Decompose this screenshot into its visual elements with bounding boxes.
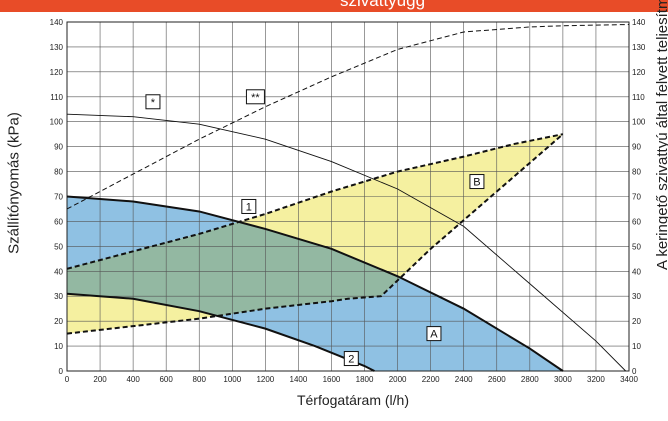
y-tick-label: 110 bbox=[50, 93, 63, 102]
y2-tick-label: 50 bbox=[632, 242, 641, 251]
series-label: A bbox=[430, 329, 438, 341]
x-tick-label: 3000 bbox=[554, 375, 572, 384]
x-tick-label: 2800 bbox=[521, 375, 539, 384]
y2-tick-label: 40 bbox=[632, 267, 641, 276]
title-banner-text: szivattyúgg bbox=[340, 0, 426, 10]
y2-tick-label: 140 bbox=[632, 18, 646, 27]
y2-tick-label: 110 bbox=[632, 93, 645, 102]
x-tick-label: 0 bbox=[65, 375, 70, 384]
series-double-star-line bbox=[66, 23, 630, 210]
region-b-lower-line bbox=[66, 133, 564, 335]
label-box bbox=[145, 94, 161, 110]
x-tick-label: 1400 bbox=[290, 375, 308, 384]
x-tick-label: 3200 bbox=[587, 375, 605, 384]
x-axis-label: Térfogatáram (l/h) bbox=[296, 392, 410, 408]
label-box bbox=[241, 198, 257, 214]
title-banner: szivattyúgg bbox=[0, 0, 668, 12]
x-tick-label: 3400 bbox=[620, 375, 638, 384]
series-label: 2 bbox=[348, 354, 354, 366]
x-tick-label: 400 bbox=[126, 375, 140, 384]
y-tick-label: 30 bbox=[54, 292, 63, 301]
region-b-upper-line bbox=[66, 133, 564, 270]
label-box bbox=[469, 174, 485, 190]
series-label: * bbox=[151, 97, 156, 109]
y-tick-label: 120 bbox=[50, 68, 64, 77]
y-tick-label: 20 bbox=[54, 317, 63, 326]
y-tick-label: 100 bbox=[50, 118, 64, 127]
y-axis-label: Szállítónyomás (kPa) bbox=[5, 112, 23, 254]
y-tick-label: 50 bbox=[54, 242, 63, 251]
y-tick-label: 80 bbox=[54, 168, 63, 177]
x-tick-label: 1800 bbox=[356, 375, 374, 384]
x-tick-label: 200 bbox=[93, 375, 107, 384]
y-tick-label: 40 bbox=[54, 267, 63, 276]
y2-tick-label: 0 bbox=[632, 367, 637, 376]
y2-tick-label: 60 bbox=[632, 217, 641, 226]
y-tick-label: 70 bbox=[54, 193, 63, 202]
y2-tick-label: 130 bbox=[632, 43, 646, 52]
x-tick-label: 1000 bbox=[223, 375, 241, 384]
x-tick-label: 1200 bbox=[256, 375, 274, 384]
y2-tick-label: 120 bbox=[632, 68, 646, 77]
y-tick-label: 140 bbox=[50, 18, 64, 27]
series-label: B bbox=[473, 177, 480, 189]
x-tick-label: 800 bbox=[193, 375, 207, 384]
x-tick-label: 2200 bbox=[422, 375, 440, 384]
label-box bbox=[245, 89, 265, 105]
y2-tick-label: 10 bbox=[632, 342, 641, 351]
y-tick-label: 130 bbox=[50, 43, 64, 52]
x-tick-label: 2000 bbox=[389, 375, 407, 384]
x-tick-label: 2600 bbox=[488, 375, 506, 384]
y-tick-label: 0 bbox=[59, 367, 64, 376]
x-tick-label: 1600 bbox=[323, 375, 341, 384]
series-2-line bbox=[66, 292, 375, 372]
series-1-line bbox=[66, 195, 564, 372]
y2-tick-label: 80 bbox=[632, 168, 641, 177]
series-label: ** bbox=[251, 92, 260, 104]
y2-tick-label: 30 bbox=[632, 292, 641, 301]
x-tick-label: 600 bbox=[159, 375, 173, 384]
label-box bbox=[343, 351, 359, 367]
series-star-line bbox=[66, 113, 627, 372]
secondary-y-axis-label: A keringető szivattyú által felvett telj… bbox=[654, 0, 668, 270]
y2-tick-label: 20 bbox=[632, 317, 641, 326]
label-box bbox=[426, 326, 442, 342]
x-tick-label: 2400 bbox=[455, 375, 473, 384]
y-tick-label: 90 bbox=[54, 143, 63, 152]
y-tick-label: 60 bbox=[54, 217, 63, 226]
y2-tick-label: 90 bbox=[632, 143, 641, 152]
y2-tick-label: 70 bbox=[632, 193, 641, 202]
series-label: 1 bbox=[246, 201, 252, 213]
y-tick-label: 10 bbox=[54, 342, 63, 351]
y2-tick-label: 100 bbox=[632, 118, 646, 127]
